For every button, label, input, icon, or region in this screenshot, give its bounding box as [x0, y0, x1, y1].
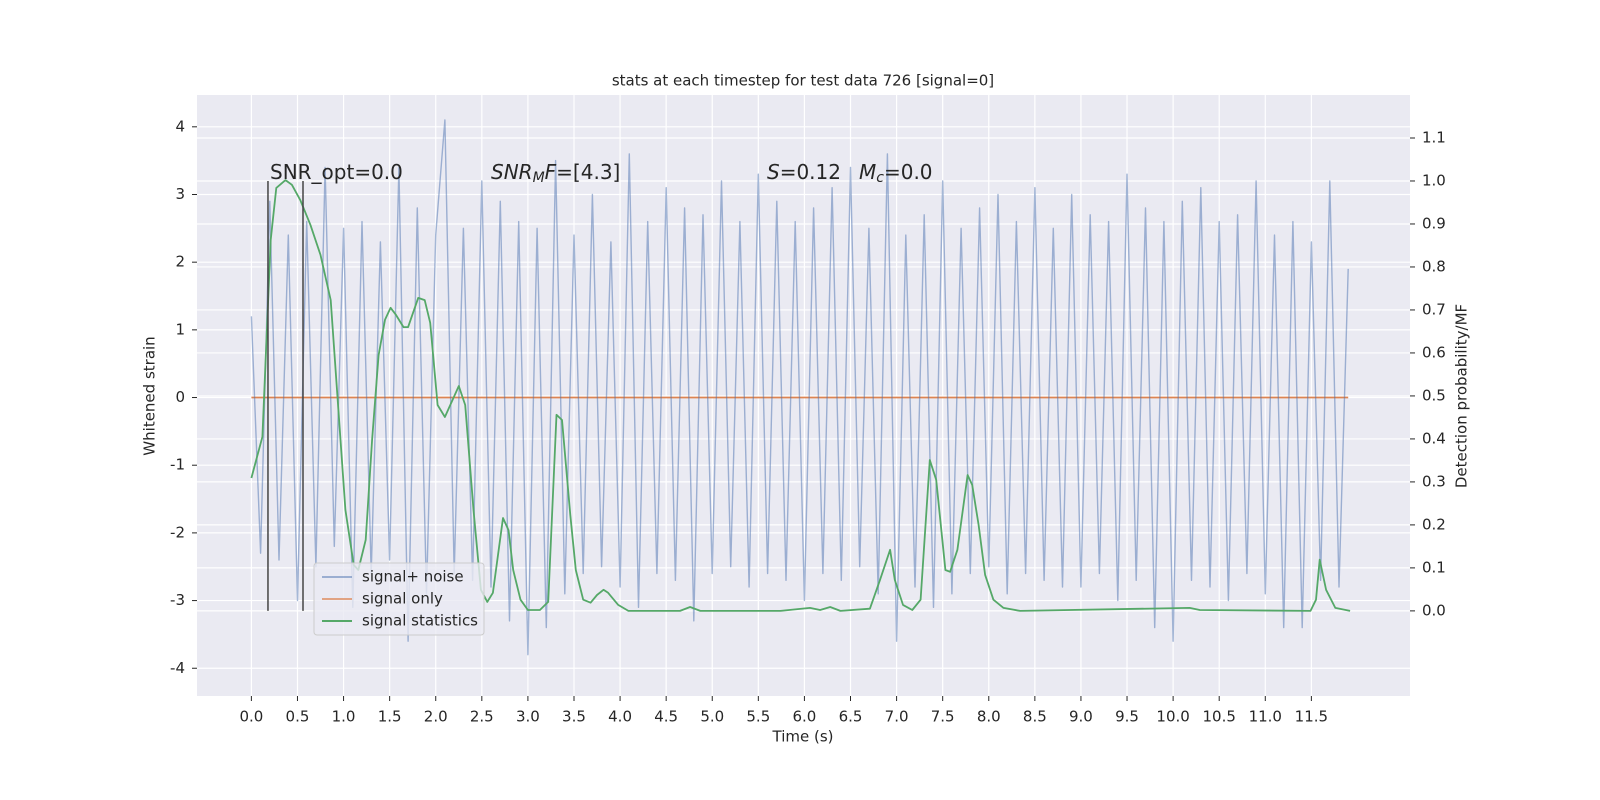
y2-tick-label: 1.1	[1422, 128, 1446, 146]
annotation-part: M	[533, 170, 545, 186]
y-axis-label: Whitened strain	[141, 336, 159, 455]
x-tick-label: 3.0	[516, 708, 540, 726]
annotation: S=0.12	[767, 160, 841, 184]
x-tick-label: 5.5	[746, 708, 770, 726]
x-tick-label: 5.0	[700, 708, 724, 726]
x-tick-label: 9.0	[1069, 708, 1093, 726]
y2-tick-label: 0.0	[1422, 601, 1446, 619]
y2-tick-label: 1.0	[1422, 171, 1446, 189]
x-tick-label: 10.5	[1202, 708, 1235, 726]
x-tick-label: 8.5	[1023, 708, 1047, 726]
series-line	[250, 119, 1349, 656]
y2-tick-label: 0.4	[1422, 429, 1446, 447]
y2-tick-label: 0.8	[1422, 257, 1446, 275]
annotation-part: =0.0	[884, 160, 933, 184]
legend-box	[313, 562, 485, 636]
y-tick-label: 2	[175, 253, 185, 271]
x-tick-label: 7.0	[885, 708, 909, 726]
annotation: SNRMF=[4.3]	[491, 160, 620, 187]
y2-tick-label: 0.3	[1422, 472, 1446, 490]
x-tick-label: 0.5	[286, 708, 310, 726]
x-tick-label: 4.5	[654, 708, 678, 726]
annotation: Mc=0.0	[859, 160, 933, 187]
plot-layer	[250, 119, 1351, 656]
annotation: SNR_opt=0.0	[270, 160, 403, 184]
y-tick-label: -2	[170, 523, 185, 541]
annotation-part: M	[859, 160, 876, 184]
y2-tick-label: 0.1	[1422, 558, 1446, 576]
y-tick-label: -1	[170, 456, 185, 474]
y-tick-label: -4	[170, 659, 185, 677]
annotation-part: SNR_opt=0.0	[270, 160, 403, 184]
y2-tick-label: 0.5	[1422, 386, 1446, 404]
y2-tick-label: 0.9	[1422, 214, 1446, 232]
x-tick-label: 1.5	[378, 708, 402, 726]
y2-tick-label: 0.7	[1422, 300, 1446, 318]
legend-label: signal only	[362, 590, 443, 608]
y2-axis-label: Detection probability/MF	[1453, 304, 1471, 488]
x-tick-label: 9.5	[1115, 708, 1139, 726]
annotation-part: F	[545, 160, 557, 184]
x-tick-label: 0.0	[239, 708, 263, 726]
x-tick-label: 1.0	[332, 708, 356, 726]
x-tick-label: 8.0	[977, 708, 1001, 726]
annotation-part: S	[767, 160, 780, 184]
annotation-part: SNR	[491, 160, 533, 184]
y-tick-label: 1	[175, 320, 185, 338]
x-tick-label: 3.5	[562, 708, 586, 726]
series-line	[250, 179, 1351, 612]
legend-label: signal statistics	[362, 612, 478, 630]
x-tick-label: 6.0	[792, 708, 816, 726]
x-tick-label: 11.0	[1249, 708, 1282, 726]
y-tick-label: 3	[175, 185, 185, 203]
x-tick-label: 4.0	[608, 708, 632, 726]
x-tick-label: 6.5	[839, 708, 863, 726]
x-tick-label: 7.5	[931, 708, 955, 726]
annotation-part: c	[876, 170, 884, 186]
annotation-part: =0.12	[780, 160, 841, 184]
x-tick-label: 10.0	[1156, 708, 1189, 726]
annotation-part: =[4.3]	[556, 160, 620, 184]
y-tick-label: 0	[175, 388, 185, 406]
y2-tick-label: 0.6	[1422, 343, 1446, 361]
x-tick-label: 2.5	[470, 708, 494, 726]
x-axis-label: Time (s)	[772, 728, 834, 746]
legend-label: signal+ noise	[362, 568, 464, 586]
chart-title: stats at each timestep for test data 726…	[612, 72, 994, 90]
y-tick-label: 4	[175, 117, 185, 135]
x-tick-label: 11.5	[1295, 708, 1328, 726]
x-tick-label: 2.0	[424, 708, 448, 726]
y-tick-label: -3	[170, 591, 185, 609]
y2-tick-label: 0.2	[1422, 515, 1446, 533]
